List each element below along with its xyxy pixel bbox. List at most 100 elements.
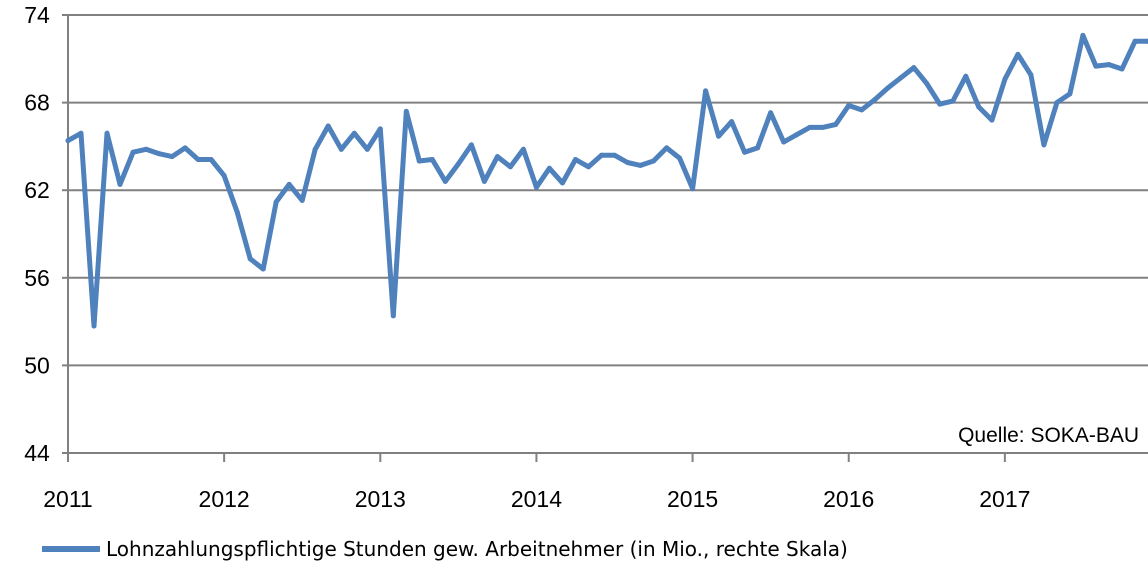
data-point <box>768 110 774 116</box>
data-point <box>468 142 474 148</box>
data-point <box>820 124 826 130</box>
gridlines <box>68 14 1148 454</box>
data-point <box>1028 72 1034 78</box>
x-tick-label: 2011 <box>43 486 92 512</box>
data-point <box>416 158 422 164</box>
data-point <box>156 151 162 157</box>
x-tick-label: 2014 <box>511 486 562 512</box>
data-point <box>338 146 344 152</box>
series-layer <box>65 32 1148 329</box>
data-point <box>455 161 461 167</box>
data-point <box>247 256 253 262</box>
data-point <box>937 101 943 107</box>
data-point <box>755 145 761 151</box>
data-point <box>520 146 526 152</box>
data-point <box>885 85 891 91</box>
data-point <box>963 73 969 79</box>
data-point <box>234 209 240 215</box>
legend-label: Lohnzahlungspflichtige Stunden gew. Arbe… <box>106 537 848 561</box>
data-point <box>625 160 630 165</box>
y-tick-label: 68 <box>24 90 50 116</box>
data-point <box>364 146 370 152</box>
data-point <box>911 65 917 71</box>
data-point <box>377 126 383 132</box>
data-point <box>117 181 123 187</box>
data-point <box>481 178 487 184</box>
data-point <box>599 152 604 158</box>
axes <box>62 14 1148 462</box>
tick-labels: 44 50 56 62 68 74 2011 2012 2013 2014 2015 2016 2017 <box>24 2 1030 512</box>
data-point <box>429 157 435 162</box>
y-tick-label: 50 <box>24 352 50 378</box>
data-point <box>221 173 227 179</box>
data-point <box>703 88 709 94</box>
data-point <box>143 146 149 152</box>
data-point <box>195 157 201 162</box>
data-point <box>742 149 748 155</box>
data-point <box>533 184 539 190</box>
data-point <box>325 123 331 129</box>
data-point <box>586 164 591 170</box>
data-point <box>273 199 279 205</box>
source-label: Quelle: SOKA-BAU <box>958 424 1139 447</box>
data-point <box>612 152 617 158</box>
data-point <box>950 98 956 104</box>
data-point <box>872 97 878 103</box>
y-tick-label: 44 <box>24 440 50 466</box>
data-point <box>1132 38 1138 44</box>
y-tick-label: 56 <box>24 265 50 291</box>
data-point <box>351 130 357 136</box>
data-point <box>833 122 839 127</box>
data-point <box>677 155 683 161</box>
data-point <box>169 154 175 160</box>
data-point <box>989 117 995 123</box>
data-point <box>299 197 305 203</box>
x-tick-label: 2016 <box>823 486 874 512</box>
data-point <box>312 146 318 152</box>
x-tick-label: 2013 <box>355 486 406 512</box>
data-point <box>1067 91 1073 97</box>
data-point <box>794 132 800 138</box>
data-point <box>1041 142 1047 148</box>
data-point <box>403 108 409 114</box>
data-point <box>78 130 84 136</box>
data-point <box>1119 66 1125 72</box>
series-line <box>65 32 1148 329</box>
data-point <box>286 181 292 187</box>
data-point <box>546 165 552 171</box>
data-point <box>260 266 266 272</box>
data-point <box>560 180 565 186</box>
data-point <box>104 130 110 136</box>
y-tick-label: 74 <box>24 2 50 28</box>
data-point <box>91 323 97 329</box>
data-point <box>390 313 396 319</box>
data-point <box>573 157 578 162</box>
data-point <box>924 81 930 87</box>
data-point <box>1093 63 1099 69</box>
data-point <box>494 154 500 160</box>
data-point <box>846 103 852 108</box>
data-point <box>1054 100 1060 106</box>
data-point <box>807 124 813 130</box>
data-point <box>690 186 696 192</box>
data-point <box>507 164 513 170</box>
data-point <box>1080 32 1086 38</box>
data-point <box>442 178 448 184</box>
x-tick-label: 2017 <box>979 486 1030 512</box>
data-point <box>898 75 904 81</box>
data-point <box>182 145 188 151</box>
data-point <box>638 162 643 168</box>
data-point <box>130 149 136 155</box>
data-point <box>1106 62 1112 68</box>
data-point <box>664 145 670 151</box>
data-point <box>729 119 735 125</box>
data-point <box>65 138 71 144</box>
y-tick-label: 62 <box>24 177 50 203</box>
data-point <box>1002 76 1008 82</box>
data-point <box>1015 51 1021 57</box>
data-point <box>976 104 982 110</box>
data-point <box>651 158 656 164</box>
x-tick-label: 2012 <box>199 486 250 512</box>
data-point <box>208 157 214 162</box>
